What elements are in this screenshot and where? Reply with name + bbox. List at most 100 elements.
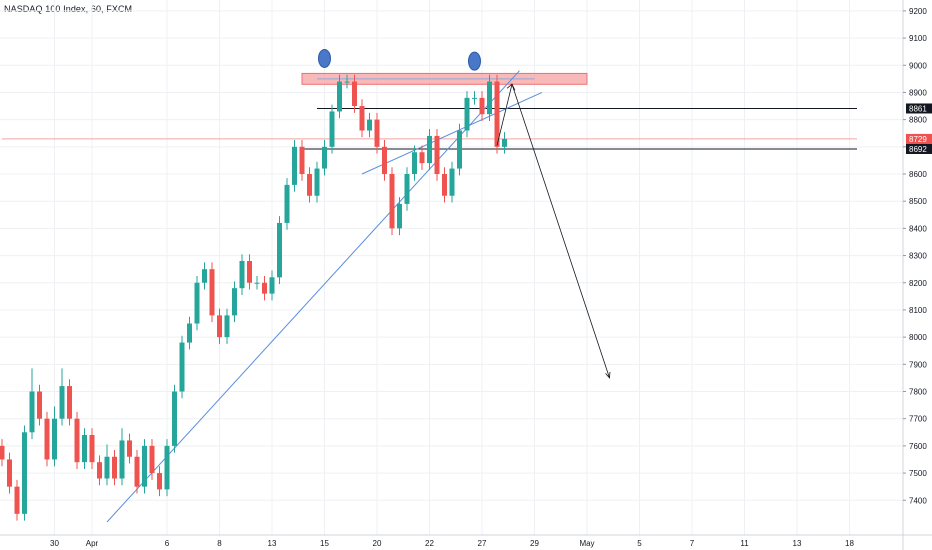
y-tick-label: 9200 — [909, 7, 927, 16]
candle — [404, 174, 410, 204]
y-tick-label: 7700 — [909, 415, 927, 424]
candle — [374, 119, 380, 147]
candle — [292, 146, 297, 185]
candle — [67, 386, 72, 419]
x-tick-label: 8 — [217, 539, 222, 548]
candle — [179, 342, 185, 392]
candle — [307, 174, 312, 196]
y-tick-label: 7400 — [909, 496, 927, 505]
y-tick-label: 8200 — [909, 279, 927, 288]
candle — [337, 81, 342, 112]
candle — [142, 445, 147, 487]
candle — [104, 456, 110, 479]
price-label-box — [906, 103, 932, 114]
candle — [134, 456, 140, 487]
x-tick-label: Apr — [86, 539, 99, 548]
candle — [434, 135, 440, 174]
candle — [37, 391, 42, 419]
top-marker — [468, 51, 481, 71]
candle — [247, 261, 252, 283]
y-tick-label: 8400 — [909, 224, 927, 233]
x-tick-label: 29 — [530, 539, 539, 548]
candle — [209, 269, 215, 316]
x-tick-label: 18 — [845, 539, 854, 548]
candle — [127, 440, 132, 457]
candle — [262, 282, 267, 294]
candle — [299, 146, 305, 174]
x-tick-label: May — [579, 539, 594, 548]
y-tick-label: 7600 — [909, 442, 927, 451]
candle — [367, 119, 372, 131]
candle — [352, 81, 357, 107]
y-tick-label: 8600 — [909, 170, 927, 179]
candle — [269, 277, 275, 294]
x-tick-label: 15 — [320, 539, 329, 548]
candle — [479, 97, 485, 115]
candle — [172, 391, 177, 446]
candle — [112, 456, 117, 479]
y-tick-label: 8300 — [909, 252, 927, 261]
candle — [427, 135, 432, 164]
candle — [419, 152, 425, 164]
candle — [0, 445, 5, 460]
candle — [164, 445, 170, 490]
y-tick-label: 9000 — [909, 61, 927, 70]
candle — [487, 81, 492, 115]
candle — [254, 282, 260, 284]
arrow-head — [506, 83, 516, 91]
candle — [284, 184, 290, 223]
candle — [157, 473, 162, 490]
price-label: 8861 — [909, 104, 927, 113]
trendline — [361, 91, 543, 175]
grid — [0, 0, 903, 535]
candle — [194, 282, 200, 324]
candle — [322, 146, 327, 169]
candle — [14, 486, 20, 514]
candle — [202, 269, 207, 283]
candle — [44, 418, 50, 460]
candle — [314, 168, 320, 196]
arrow-head — [605, 371, 611, 379]
candle — [239, 261, 245, 289]
chart-title: NASDAQ 100 Index, 60, FXCM — [4, 4, 133, 14]
x-tick-label: 11 — [740, 539, 749, 548]
x-tick-label: 7 — [690, 539, 695, 548]
candle — [412, 152, 417, 174]
y-tick-label: 7500 — [909, 469, 927, 478]
candle — [344, 81, 350, 83]
x-tick-label: 20 — [373, 539, 382, 548]
candle — [52, 418, 57, 460]
x-tick-label: 30 — [50, 539, 59, 548]
y-tick-label: 8800 — [909, 116, 927, 125]
candle — [89, 435, 95, 463]
y-tick-label: 7900 — [909, 360, 927, 369]
candle — [494, 81, 500, 147]
candle — [7, 459, 12, 487]
candle — [359, 106, 365, 131]
price-label: 8729 — [909, 135, 927, 144]
candle — [74, 418, 80, 463]
candle — [277, 222, 282, 278]
candle — [59, 386, 65, 419]
candle — [442, 174, 447, 196]
x-tick-label: 22 — [425, 539, 434, 548]
top-marker — [318, 48, 331, 68]
candle — [29, 391, 35, 433]
y-tick-label: 8100 — [909, 306, 927, 315]
candle — [397, 203, 402, 229]
x-tick-label: 6 — [165, 539, 170, 548]
candle — [224, 315, 230, 338]
price-label: 8692 — [909, 145, 927, 154]
candle — [464, 97, 470, 131]
candle — [389, 174, 395, 229]
candles — [0, 74, 507, 521]
candle — [97, 462, 102, 479]
y-tick-label: 8900 — [909, 88, 927, 97]
candle — [187, 323, 192, 343]
candle — [472, 97, 477, 99]
price-label-box — [906, 133, 932, 144]
candle — [502, 138, 507, 147]
candle — [449, 168, 455, 196]
